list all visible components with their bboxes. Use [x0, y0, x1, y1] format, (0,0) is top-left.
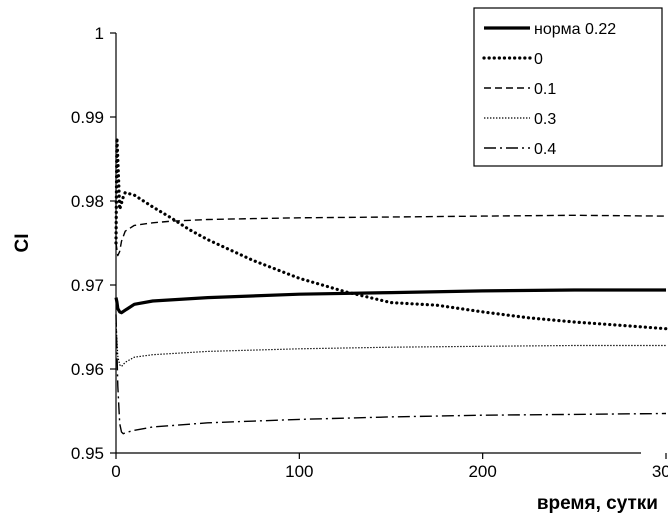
- legend-label: норма 0.22: [534, 21, 616, 38]
- y-axis-title: CI: [12, 234, 33, 253]
- x-axis-title: время, сутки: [537, 493, 658, 514]
- legend-label: 0.1: [534, 81, 556, 98]
- y-tick-label: 1: [95, 24, 104, 43]
- series-line-норма-0-22: [114, 288, 666, 315]
- y-tick-label: 0.98: [71, 192, 104, 211]
- series-line-0-3: [115, 322, 666, 368]
- legend-label: 0.4: [534, 141, 556, 158]
- series-layer: [114, 136, 668, 435]
- legend-label: 0: [534, 51, 543, 68]
- legend: норма 0.22 0 0.1 0.3 0.4: [473, 7, 663, 167]
- y-tick-label: 0.95: [71, 444, 104, 463]
- series-line-0-1: [115, 214, 667, 257]
- x-tick-label: 300: [652, 462, 668, 481]
- axes: 0.95 0.96 0.97 0.98 0.99 1 0 100 200 300: [71, 24, 668, 481]
- x-tick-label: 0: [111, 462, 120, 481]
- x-tick-label: 200: [468, 462, 496, 481]
- y-tick-label: 0.96: [71, 360, 104, 379]
- x-tick-label: 100: [285, 462, 313, 481]
- y-tick-label: 0.99: [71, 108, 104, 127]
- legend-label: 0.3: [534, 111, 556, 128]
- series-line-0: [114, 136, 668, 331]
- legend-box: [473, 7, 663, 167]
- y-tick-label: 0.97: [71, 276, 104, 295]
- series-line-0-4: [115, 314, 667, 435]
